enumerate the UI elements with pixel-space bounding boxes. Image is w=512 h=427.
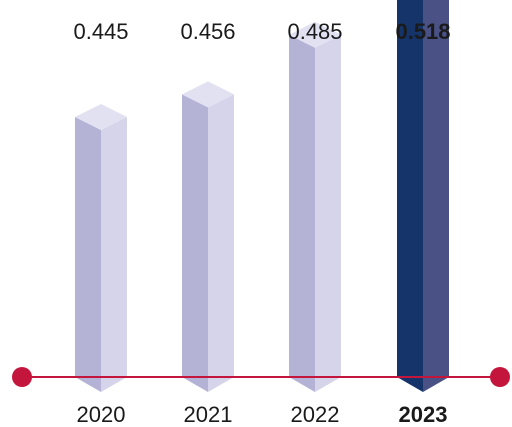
bar-2020 <box>75 104 127 392</box>
bar-left-face <box>75 117 101 392</box>
bar-2022 <box>289 21 341 393</box>
bar-left-face <box>182 94 208 393</box>
value-label-2022: 0.485 <box>287 19 342 44</box>
bar-2021 <box>182 81 234 393</box>
bar-left-face <box>397 0 423 392</box>
value-label-2021: 0.456 <box>180 19 235 44</box>
bar-right-face <box>208 94 234 393</box>
baseline-start-dot <box>12 367 32 387</box>
bar-right-face <box>423 0 449 392</box>
bars-group <box>75 0 449 393</box>
bar-top-face <box>182 81 234 108</box>
bar-2023 <box>397 0 449 392</box>
bar-right-face <box>315 34 341 393</box>
bar-top-face <box>75 104 127 130</box>
category-label-2023: 2023 <box>399 402 448 427</box>
baseline-group <box>12 367 510 387</box>
value-label-2023: 0.518 <box>395 19 450 44</box>
baseline-end-dot <box>490 367 510 387</box>
category-label-2021: 2021 <box>184 402 233 427</box>
category-label-2022: 2022 <box>291 402 340 427</box>
value-labels-group: 0.445 0.456 0.485 0.518 <box>73 19 450 44</box>
category-label-2020: 2020 <box>77 402 126 427</box>
value-label-2020: 0.445 <box>73 19 128 44</box>
category-labels-group: 2020 2021 2022 2023 <box>77 402 448 427</box>
bar-right-face <box>101 117 127 392</box>
bar-top-face <box>289 21 341 48</box>
bar-left-face <box>289 34 315 393</box>
